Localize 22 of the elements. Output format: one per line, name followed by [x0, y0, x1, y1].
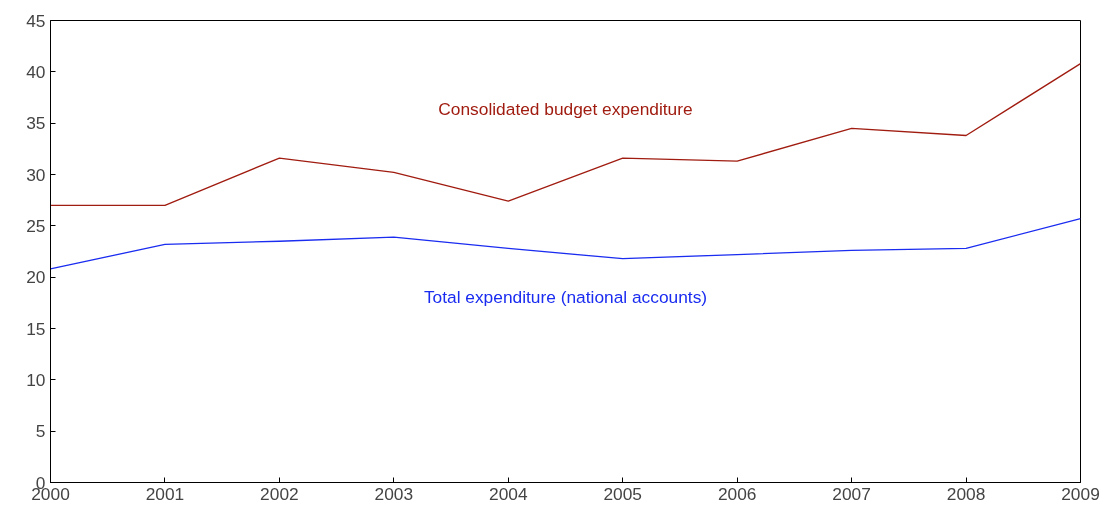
line-series [50, 62, 1081, 206]
y-tick-label: 5 [35, 421, 46, 442]
x-tick-label: 2004 [489, 483, 528, 504]
line-series [50, 218, 1081, 270]
x-tick-label: 2005 [603, 483, 643, 504]
x-tick-label: 2009 [1061, 483, 1100, 504]
x-tick-label: 2006 [717, 483, 757, 504]
x-tick-label: 2002 [260, 483, 299, 504]
y-tick-label: 35 [26, 113, 46, 134]
x-tick-label: 2001 [145, 483, 185, 504]
y-tick-label: 45 [26, 10, 46, 31]
y-tick-label: 10 [26, 369, 46, 390]
x-tick-label: 2007 [832, 483, 871, 504]
x-tick-label: 2003 [374, 483, 414, 504]
series-label: Total expenditure (national accounts) [423, 287, 708, 308]
y-tick-label: 25 [26, 215, 46, 236]
y-tick-label: 30 [26, 164, 46, 185]
text: Consolidated budget expenditure [438, 98, 693, 119]
x-tick-label: 2008 [946, 483, 986, 504]
y-tick-label: 20 [26, 267, 46, 288]
y-tick-label: 15 [26, 318, 46, 339]
y-tick-label: 40 [26, 61, 46, 82]
